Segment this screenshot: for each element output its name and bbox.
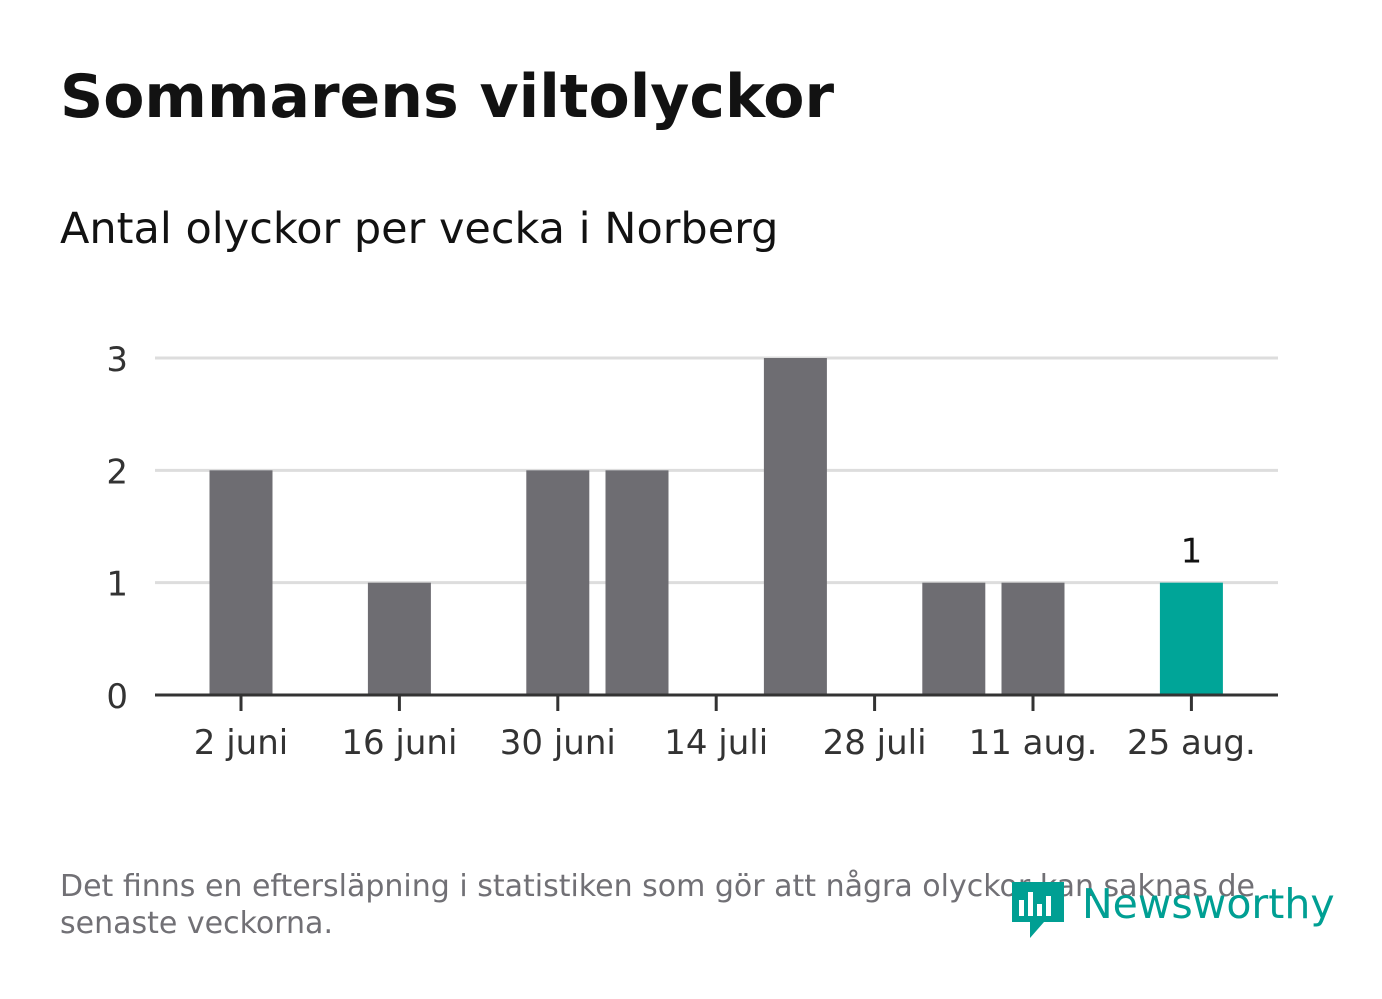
x-tick-label: 2 juni <box>194 723 288 763</box>
bar-7-juli <box>605 470 669 695</box>
x-tick-label: 28 juli <box>823 723 927 763</box>
y-tick-label: 2 <box>106 452 128 492</box>
x-tick-label: 16 juni <box>341 723 457 763</box>
bar-25-aug <box>1159 582 1223 695</box>
bar-2-juni <box>209 470 273 695</box>
bar-30-juni <box>526 470 590 695</box>
x-tick-label: 14 juli <box>664 723 768 763</box>
y-tick-label: 3 <box>106 340 128 380</box>
bar-16-juni <box>367 582 431 695</box>
newsworthy-logo: Newsworthy <box>1010 876 1340 942</box>
bar-11-aug <box>1001 582 1065 695</box>
chart-title: Sommarens viltolyckor <box>60 62 835 132</box>
x-tick-label: 30 juni <box>500 723 616 763</box>
chart-subtitle: Antal olyckor per vecka i Norberg <box>60 204 779 254</box>
x-tick-label: 25 aug. <box>1127 723 1256 763</box>
bar-chart-speech-bubble-icon <box>1012 882 1064 938</box>
brand-name: Newsworthy <box>1082 880 1335 928</box>
bar-21-juli <box>763 358 827 695</box>
x-tick-label: 11 aug. <box>969 723 1098 763</box>
bar-4-aug <box>922 582 986 695</box>
data-label: 1 <box>1181 532 1203 572</box>
y-tick-label: 0 <box>106 677 128 717</box>
y-tick-label: 1 <box>106 565 128 605</box>
